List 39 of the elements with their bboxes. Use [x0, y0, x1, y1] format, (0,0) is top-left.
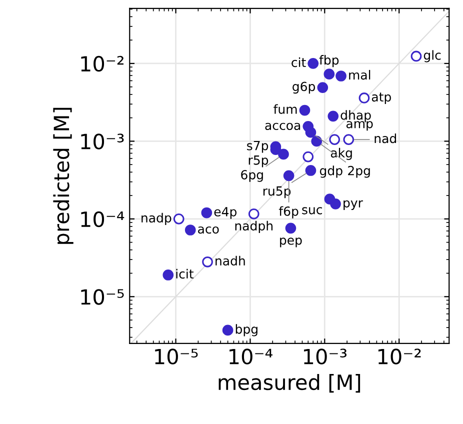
- annotation: g6p: [292, 82, 316, 94]
- y-tick-label: 10⁻²: [81, 56, 124, 72]
- annotation: 2pg: [348, 166, 370, 178]
- annotation: aco: [198, 226, 219, 234]
- annotation: glc: [424, 50, 441, 62]
- annotation: fbp: [319, 55, 339, 68]
- annotation: nadp: [142, 212, 172, 225]
- annotation: nadph: [235, 220, 272, 233]
- annotation: cit: [292, 57, 306, 68]
- annotation: accoa: [265, 122, 300, 130]
- annotation: s7p: [247, 141, 268, 153]
- annotation: pep: [280, 238, 302, 248]
- x-tick-label: 10⁻⁵: [155, 348, 198, 364]
- annotation: 6pg: [241, 170, 263, 182]
- annotation: icit: [176, 268, 194, 279]
- y-tick-label: 10⁻³: [81, 134, 124, 150]
- x-axis-title: measured [M]: [218, 374, 360, 393]
- x-tick-label: 10⁻⁴: [230, 348, 272, 364]
- annotation: f6p: [278, 206, 298, 218]
- annotation: e4p: [214, 207, 237, 219]
- annotation: akg: [330, 148, 352, 160]
- annotation: suc: [302, 207, 322, 214]
- annotation: dhap: [340, 110, 371, 122]
- x-tick-label: 10⁻²: [378, 348, 421, 364]
- annotation: nadh: [216, 256, 245, 266]
- annotation: fum: [274, 104, 297, 114]
- annotation: mal: [349, 70, 370, 80]
- x-tick-label: 10⁻³: [304, 348, 347, 364]
- y-axis-title: predicted [M]: [53, 108, 74, 244]
- y-tick-label: 10⁻⁴: [81, 211, 124, 228]
- annotation: r5p: [248, 156, 268, 168]
- annotation: amp: [346, 121, 373, 131]
- annotation: ru5p: [263, 186, 291, 198]
- annotation: nad: [374, 134, 396, 144]
- y-tick-label: 10⁻⁵: [81, 289, 124, 305]
- annotation: atp: [372, 92, 391, 104]
- annotation: pyr: [344, 200, 363, 210]
- annotation: bpg: [236, 324, 258, 336]
- annotation: gdp: [320, 166, 342, 178]
